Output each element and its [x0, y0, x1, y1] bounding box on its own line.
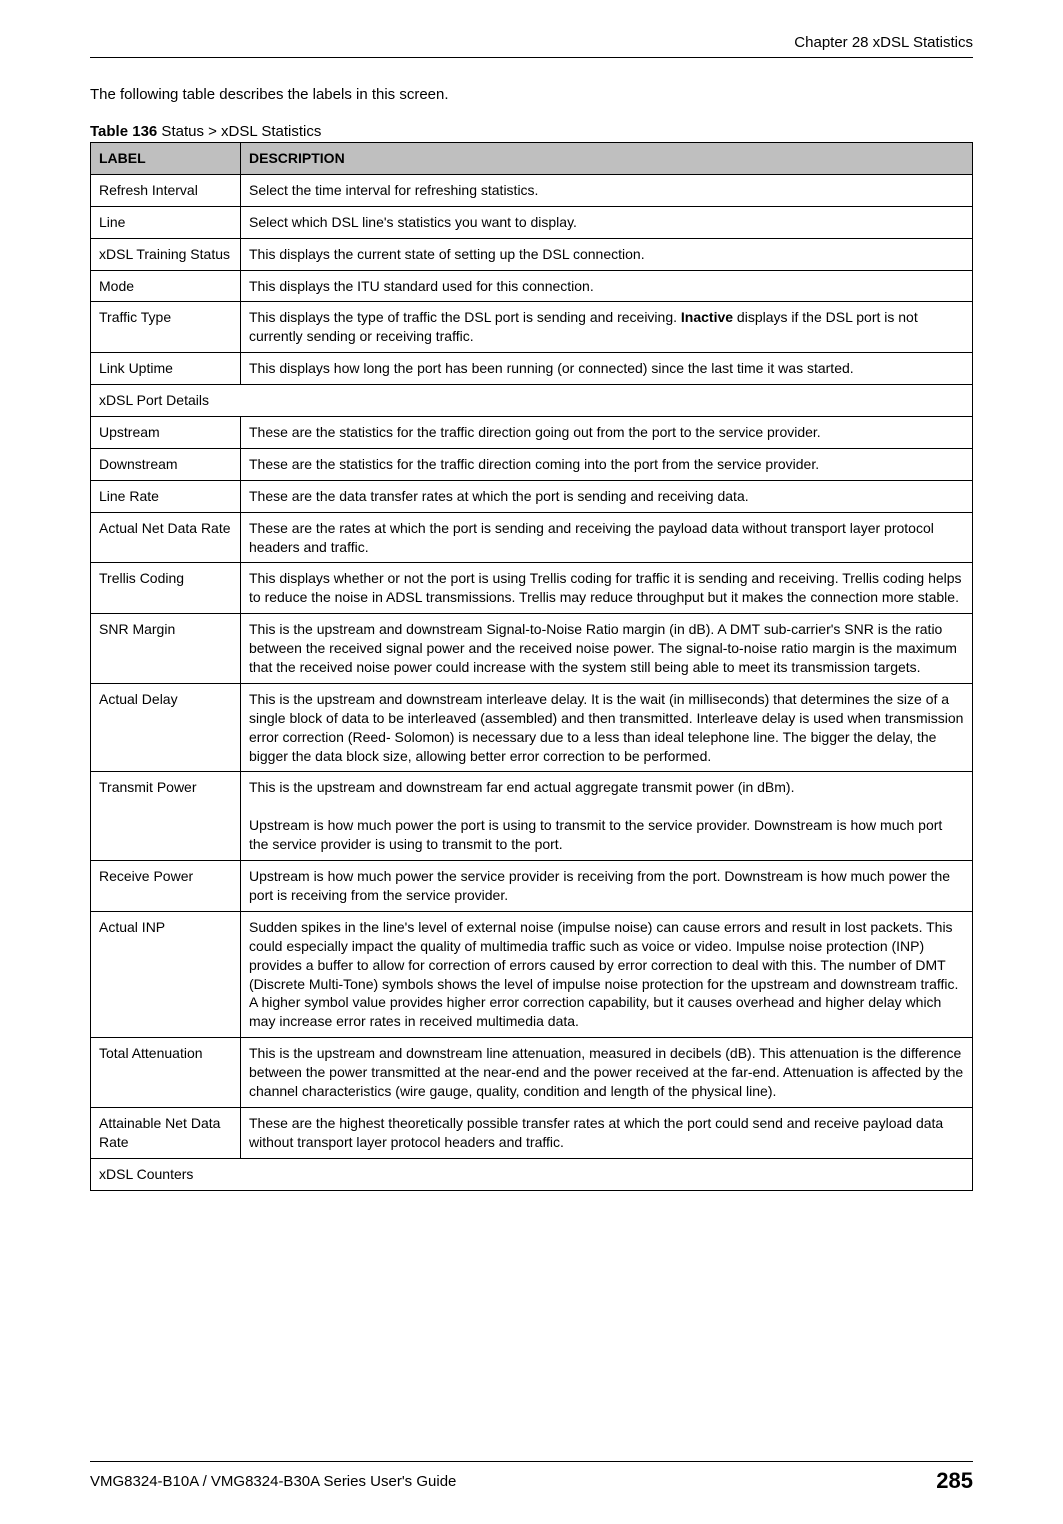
label-cell: Mode: [91, 270, 241, 302]
page: Chapter 28 xDSL Statistics The following…: [0, 0, 1063, 1524]
label-cell: Traffic Type: [91, 302, 241, 353]
description-cell: This displays the ITU standard used for …: [241, 270, 973, 302]
table-row: Transmit PowerThis is the upstream and d…: [91, 772, 973, 861]
table-row: Traffic TypeThis displays the type of tr…: [91, 302, 973, 353]
description-cell: These are the rates at which the port is…: [241, 512, 973, 563]
label-cell: Line: [91, 206, 241, 238]
table-row: Trellis CodingThis displays whether or n…: [91, 563, 973, 614]
table-row: xDSL Training StatusThis displays the cu…: [91, 238, 973, 270]
label-cell: Attainable Net Data Rate: [91, 1107, 241, 1158]
description-cell: These are the data transfer rates at whi…: [241, 480, 973, 512]
description-cell: This is the upstream and downstream Sign…: [241, 614, 973, 684]
label-cell: Receive Power: [91, 861, 241, 912]
table-row: Total AttenuationThis is the upstream an…: [91, 1038, 973, 1108]
label-cell: SNR Margin: [91, 614, 241, 684]
chapter-header: Chapter 28 xDSL Statistics: [90, 30, 973, 58]
table-caption-rest: Status > xDSL Statistics: [157, 123, 321, 140]
description-cell: These are the statistics for the traffic…: [241, 417, 973, 449]
description-cell: This is the upstream and downstream far …: [241, 772, 973, 861]
table-row: UpstreamThese are the statistics for the…: [91, 417, 973, 449]
section-header-cell: xDSL Port Details: [91, 385, 973, 417]
table-row: Actual Net Data RateThese are the rates …: [91, 512, 973, 563]
table-row: Refresh IntervalSelect the time interval…: [91, 174, 973, 206]
table-row: DownstreamThese are the statistics for t…: [91, 448, 973, 480]
table-body: Refresh IntervalSelect the time interval…: [91, 174, 973, 1190]
table-row: Actual DelayThis is the upstream and dow…: [91, 683, 973, 772]
description-cell: Select the time interval for refreshing …: [241, 174, 973, 206]
label-cell: xDSL Training Status: [91, 238, 241, 270]
statistics-table: LABEL DESCRIPTION Refresh IntervalSelect…: [90, 142, 973, 1191]
table-row: Line RateThese are the data transfer rat…: [91, 480, 973, 512]
label-cell: Actual INP: [91, 911, 241, 1037]
label-cell: Actual Delay: [91, 683, 241, 772]
description-cell: This displays the type of traffic the DS…: [241, 302, 973, 353]
label-cell: Refresh Interval: [91, 174, 241, 206]
table-row: Link UptimeThis displays how long the po…: [91, 353, 973, 385]
col-description: DESCRIPTION: [241, 143, 973, 175]
table-caption: Table 136 Status > xDSL Statistics: [90, 123, 973, 140]
description-cell: This is the upstream and downstream inte…: [241, 683, 973, 772]
label-cell: Line Rate: [91, 480, 241, 512]
intro-text: The following table describes the labels…: [90, 86, 973, 103]
label-cell: Actual Net Data Rate: [91, 512, 241, 563]
description-cell: Sudden spikes in the line's level of ext…: [241, 911, 973, 1037]
table-row: Attainable Net Data RateThese are the hi…: [91, 1107, 973, 1158]
label-cell: Transmit Power: [91, 772, 241, 861]
description-cell: These are the highest theoretically poss…: [241, 1107, 973, 1158]
table-row: Receive PowerUpstream is how much power …: [91, 861, 973, 912]
section-header-cell: xDSL Counters: [91, 1158, 973, 1190]
label-cell: Link Uptime: [91, 353, 241, 385]
description-cell: Select which DSL line's statistics you w…: [241, 206, 973, 238]
description-cell: This displays how long the port has been…: [241, 353, 973, 385]
table-number: Table 136: [90, 123, 157, 140]
table-row: Actual INPSudden spikes in the line's le…: [91, 911, 973, 1037]
label-cell: Trellis Coding: [91, 563, 241, 614]
label-cell: Downstream: [91, 448, 241, 480]
description-cell: Upstream is how much power the service p…: [241, 861, 973, 912]
table-row: ModeThis displays the ITU standard used …: [91, 270, 973, 302]
col-label: LABEL: [91, 143, 241, 175]
bold-term: Inactive: [681, 309, 733, 325]
page-footer: VMG8324-B10A / VMG8324-B30A Series User'…: [90, 1461, 973, 1494]
label-cell: Total Attenuation: [91, 1038, 241, 1108]
table-row: LineSelect which DSL line's statistics y…: [91, 206, 973, 238]
description-cell: This is the upstream and downstream line…: [241, 1038, 973, 1108]
table-row: xDSL Port Details: [91, 385, 973, 417]
description-cell: This displays the current state of setti…: [241, 238, 973, 270]
table-row: xDSL Counters: [91, 1158, 973, 1190]
description-cell: These are the statistics for the traffic…: [241, 448, 973, 480]
footer-guide-title: VMG8324-B10A / VMG8324-B30A Series User'…: [90, 1473, 456, 1490]
description-cell: This displays whether or not the port is…: [241, 563, 973, 614]
label-cell: Upstream: [91, 417, 241, 449]
table-header-row: LABEL DESCRIPTION: [91, 143, 973, 175]
table-row: SNR MarginThis is the upstream and downs…: [91, 614, 973, 684]
page-number: 285: [936, 1468, 973, 1494]
